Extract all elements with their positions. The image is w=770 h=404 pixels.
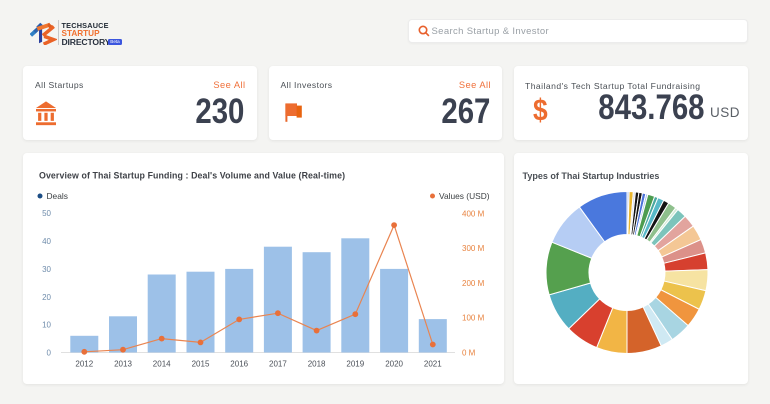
svg-text:40: 40 [42, 237, 51, 246]
svg-text:20: 20 [42, 293, 51, 302]
svg-text:2020: 2020 [385, 360, 403, 369]
svg-text:100 M: 100 M [462, 314, 485, 323]
svg-text:400 M: 400 M [462, 209, 485, 218]
svg-text:2019: 2019 [346, 360, 364, 369]
svg-text:2013: 2013 [114, 360, 132, 369]
svg-text:30: 30 [42, 265, 51, 274]
svg-text:2012: 2012 [75, 360, 93, 369]
svg-text:Deals: Deals [47, 191, 68, 201]
svg-text:2016: 2016 [230, 360, 248, 369]
svg-text:2015: 2015 [192, 360, 210, 369]
svg-text:300 M: 300 M [462, 244, 485, 253]
svg-text:2017: 2017 [269, 360, 287, 369]
svg-text:Types of Thai Startup Industri: Types of Thai Startup Industries [523, 171, 660, 181]
svg-text:2018: 2018 [308, 360, 326, 369]
svg-text:Values (USD): Values (USD) [439, 191, 490, 201]
svg-text:10: 10 [42, 321, 51, 330]
svg-text:Overview of Thai Startup Fundi: Overview of Thai Startup Funding : Deal'… [39, 171, 345, 181]
svg-text:2014: 2014 [153, 360, 171, 369]
svg-text:200 M: 200 M [462, 279, 485, 288]
svg-text:50: 50 [42, 209, 51, 218]
svg-text:0: 0 [47, 349, 52, 358]
svg-text:0 M: 0 M [462, 349, 476, 358]
svg-text:2021: 2021 [424, 360, 442, 369]
